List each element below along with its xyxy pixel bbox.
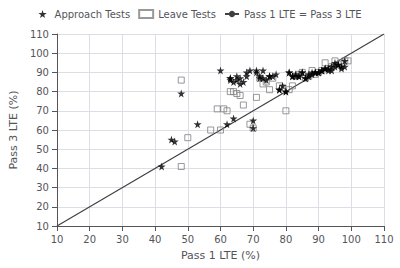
svg-text:Leave Tests: Leave Tests: [158, 9, 216, 20]
svg-text:70: 70: [247, 234, 260, 245]
svg-text:70: 70: [36, 105, 49, 116]
svg-text:50: 50: [181, 234, 194, 245]
svg-text:30: 30: [116, 234, 129, 245]
svg-text:110: 110: [374, 234, 393, 245]
svg-text:Approach Tests: Approach Tests: [55, 9, 131, 20]
svg-text:40: 40: [149, 234, 162, 245]
svg-text:90: 90: [36, 67, 49, 78]
svg-text:Pass 3 LTE (%): Pass 3 LTE (%): [7, 90, 20, 169]
svg-text:Pass 1 LTE = Pass 3 LTE: Pass 1 LTE = Pass 3 LTE: [244, 9, 362, 20]
svg-text:100: 100: [30, 48, 49, 59]
svg-text:40: 40: [36, 163, 49, 174]
svg-text:100: 100: [342, 234, 361, 245]
svg-text:50: 50: [36, 144, 49, 155]
svg-text:60: 60: [214, 234, 227, 245]
svg-text:80: 80: [280, 234, 293, 245]
svg-text:10: 10: [36, 221, 49, 232]
svg-text:Pass 1 LTE (%): Pass 1 LTE (%): [181, 249, 260, 262]
svg-text:20: 20: [83, 234, 96, 245]
svg-text:10: 10: [51, 234, 64, 245]
svg-text:110: 110: [30, 29, 49, 40]
svg-text:90: 90: [312, 234, 325, 245]
svg-text:30: 30: [36, 182, 49, 193]
svg-text:80: 80: [36, 86, 49, 97]
svg-text:60: 60: [36, 125, 49, 136]
svg-text:20: 20: [36, 201, 49, 212]
